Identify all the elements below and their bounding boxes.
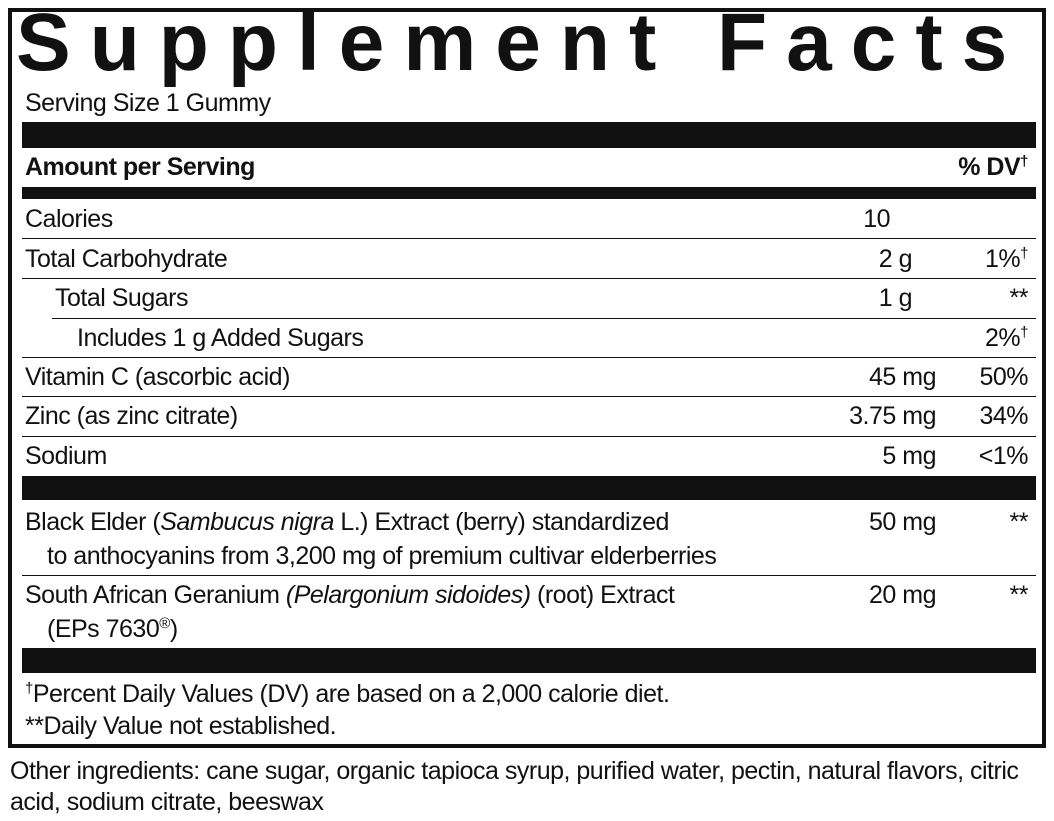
footnote: **Daily Value not established. (25, 712, 337, 740)
nutrient-dv: <1% (978, 442, 1029, 470)
extract-amount: 50 mg (869, 508, 936, 536)
rule (22, 575, 1036, 576)
nutrient-dv: 50% (979, 363, 1028, 391)
extract-amount: 20 mg (869, 581, 936, 609)
nutrient-name: Total Sugars (55, 284, 188, 312)
latin-name: Sambucus nigra (160, 508, 334, 536)
rule (22, 238, 1036, 239)
other-ingredients: Other ingredients: cane sugar, organic t… (10, 757, 1019, 816)
thick-bar (22, 187, 1036, 199)
nutrient-dv: 1%† (985, 240, 1028, 278)
nutrient-row: Total Carbohydrate 2 g 1%† (25, 240, 1030, 278)
dv-text: 1% (985, 245, 1021, 273)
nutrient-row: Sodium 5 mg <1% (25, 437, 1030, 475)
latin-name: (Pelargonium sidoides) (285, 581, 531, 609)
text: Percent Daily Values (DV) are based on a… (32, 680, 670, 708)
rule (22, 278, 1036, 279)
amount-header: Amount per Serving (25, 153, 255, 181)
text: South African Geranium (25, 581, 286, 609)
dagger: † (1020, 324, 1028, 341)
nutrient-name: Zinc (as zinc citrate) (25, 402, 238, 430)
thick-bar (22, 122, 1036, 148)
thick-bar (22, 648, 1036, 673)
text: (EPs 7630 (47, 615, 160, 643)
nutrient-amount: 1 g (878, 284, 913, 312)
extract-name-line: Black Elder (Sambucus nigra L.) Extract … (25, 505, 669, 539)
facts-panel (8, 8, 1046, 748)
extract-row: South African Geranium (Pelargonium sido… (25, 578, 1030, 646)
nutrient-amount: 5 mg (882, 442, 936, 470)
nutrient-name: Total Carbohydrate (25, 245, 228, 273)
nutrient-name: Sodium (25, 442, 107, 470)
extract-name-line: South African Geranium (Pelargonium sido… (25, 578, 675, 612)
nutrient-dv: 34% (979, 402, 1028, 430)
rule (52, 318, 1036, 319)
nutrient-row: Zinc (as zinc citrate) 3.75 mg 34% (25, 397, 1030, 436)
rule (22, 357, 1036, 358)
nutrient-row: Calories 10 (25, 200, 1030, 238)
nutrient-row: Includes 1 g Added Sugars 2%† (25, 319, 1030, 357)
nutrient-amount: 3.75 mg (849, 402, 936, 430)
footnote: †Percent Daily Values (DV) are based on … (25, 677, 670, 711)
nutrient-amount: 10 (863, 205, 890, 233)
extract-dv: ** (1009, 508, 1029, 536)
thick-bar (22, 476, 1036, 500)
nutrient-amount: 2 g (878, 245, 913, 273)
dagger: † (1020, 153, 1028, 170)
rule (22, 396, 1036, 397)
rule (22, 436, 1036, 437)
nutrient-row: Total Sugars 1 g ** (25, 279, 1030, 317)
nutrient-dv: ** (1009, 284, 1029, 312)
text: Black Elder ( (25, 508, 161, 536)
nutrient-name: Vitamin C (ascorbic acid) (25, 363, 290, 391)
nutrient-row: Vitamin C (ascorbic acid) 45 mg 50% (25, 358, 1030, 396)
serving-size: Serving Size 1 Gummy (25, 89, 271, 117)
nutrient-name: Includes 1 g Added Sugars (77, 324, 364, 352)
dagger: † (25, 680, 33, 697)
header-row: Amount per Serving % DV† (25, 150, 1030, 184)
nutrient-dv: 2%† (985, 319, 1028, 357)
nutrient-name: Calories (25, 205, 113, 233)
dv-text: 2% (985, 324, 1021, 352)
registered-mark: ® (159, 615, 170, 632)
extract-name-line: to anthocyanins from 3,200 mg of premium… (47, 542, 717, 570)
extract-dv: ** (1009, 581, 1029, 609)
dv-header-text: % DV (958, 153, 1021, 181)
text: L.) Extract (berry) standardized (333, 508, 669, 536)
extract-name-line: (EPs 7630®) (47, 612, 178, 646)
dagger: † (1020, 245, 1028, 262)
title: Supplement Facts (16, 0, 1027, 88)
text: (root) Extract (530, 581, 675, 609)
nutrient-amount: 45 mg (869, 363, 936, 391)
dv-header: % DV† (958, 150, 1028, 184)
extract-row: Black Elder (Sambucus nigra L.) Extract … (25, 505, 1030, 573)
text: ) (169, 615, 178, 643)
